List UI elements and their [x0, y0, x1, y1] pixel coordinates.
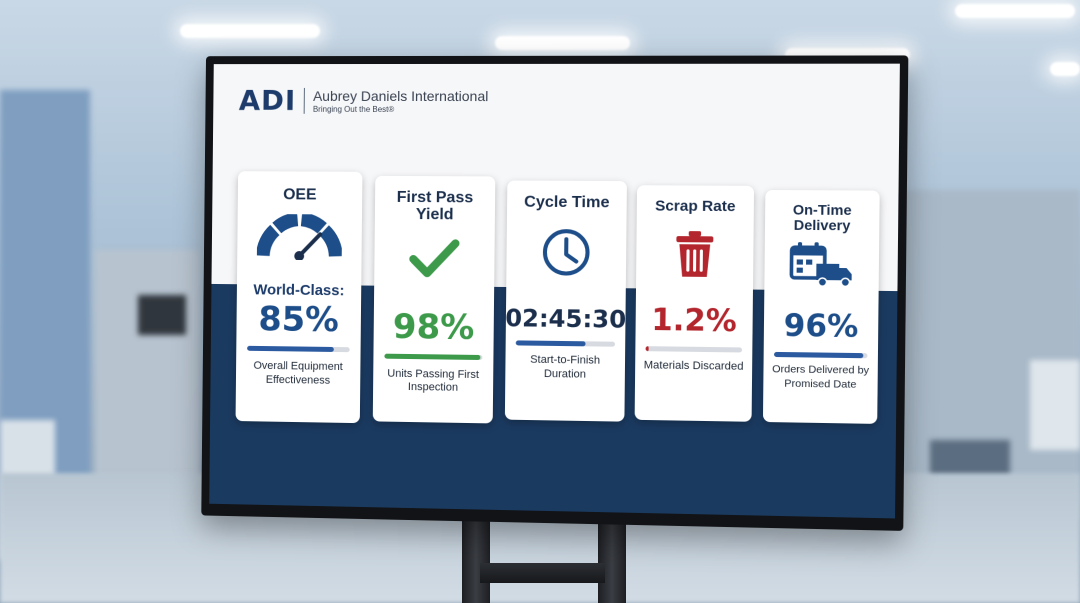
kpi-card-first-pass-yield: First Pass Yield 98% Units Passing First… — [373, 176, 496, 424]
gauge-icon — [257, 214, 342, 260]
kpi-card-cycle-time: Cycle Time 02:45:30 Start-to-Finish Dura… — [505, 180, 627, 421]
kpi-title: First Pass Yield — [390, 190, 480, 224]
background-panel — [1030, 360, 1080, 450]
kpi-title: On-Time Delivery — [780, 202, 863, 233]
kpi-value: 98% — [393, 309, 475, 344]
calendar-truck-icon — [789, 240, 854, 290]
kpi-card-on-time-delivery: On-Time Delivery — [763, 190, 880, 424]
kpi-progress-fill — [247, 346, 334, 352]
brand-tagline: Bringing Out the Best® — [313, 104, 488, 113]
background-machine — [95, 250, 200, 500]
kpi-progress-track — [646, 346, 743, 352]
brand-logo: ADI — [239, 84, 297, 117]
brand-divider — [304, 87, 305, 113]
dashboard-screen: ADI Aubrey Daniels International Bringin… — [209, 64, 900, 519]
kpi-title: Scrap Rate — [655, 198, 736, 214]
kpi-value: 1.2% — [651, 305, 737, 336]
display-monitor: ADI Aubrey Daniels International Bringin… — [201, 55, 908, 530]
kpi-description: Units Passing First Inspection — [381, 367, 485, 396]
kpi-card-oee: OEE World-Class: 85% Overall — [236, 171, 363, 423]
kpi-progress-track — [774, 352, 868, 358]
kpi-progress-fill — [516, 340, 585, 346]
brand-text: Aubrey Daniels International Bringing Ou… — [313, 87, 489, 113]
brand-header: ADI Aubrey Daniels International Bringin… — [239, 84, 489, 117]
kpi-progress-track — [384, 353, 482, 359]
ceiling-light — [955, 4, 1075, 18]
trash-icon — [674, 229, 716, 280]
kpi-description: Materials Discarded — [642, 359, 745, 374]
kpi-value: 02:45:30 — [505, 306, 626, 332]
kpi-progress-fill — [774, 352, 864, 358]
kpi-value: 96% — [784, 312, 859, 344]
ceiling-light — [495, 36, 630, 50]
stand-crossbar — [480, 563, 605, 583]
kpi-description: Start-to-Finish Duration — [514, 353, 616, 382]
brand-name: Aubrey Daniels International — [313, 87, 488, 103]
kpi-card-scrap-rate: Scrap Rate 1.2% Materials Discarded — [635, 185, 754, 422]
kpi-progress-fill — [384, 353, 480, 359]
kpi-progress-fill — [646, 346, 649, 351]
kpi-prefix: World-Class: — [253, 281, 344, 299]
kpi-description: Orders Delivered by Promised Date — [771, 363, 871, 391]
clock-icon — [541, 226, 592, 279]
kpi-title: Cycle Time — [524, 195, 609, 212]
kpi-progress-track — [516, 340, 615, 346]
ceiling-light — [180, 24, 320, 38]
kpi-cards: OEE World-Class: 85% Overall — [235, 171, 886, 440]
checkmark-icon — [408, 236, 460, 281]
kpi-title: OEE — [283, 187, 317, 204]
ceiling-light — [1050, 62, 1080, 76]
kpi-value: 85% — [258, 302, 339, 337]
background-screen — [138, 295, 186, 335]
kpi-progress-track — [247, 346, 350, 352]
kpi-description: Overall Equipment Effectiveness — [244, 359, 353, 388]
